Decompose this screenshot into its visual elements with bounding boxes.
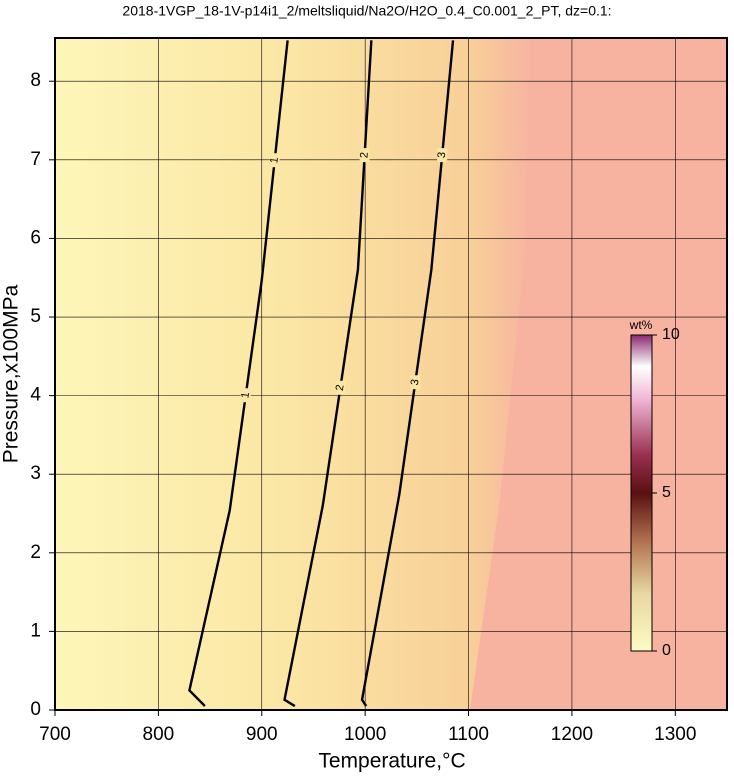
contour-label: 1 (239, 391, 252, 399)
y-tick-label: 1 (30, 620, 41, 641)
x-tick-label: 800 (143, 724, 175, 745)
colorbar-tick-label: 0 (662, 642, 671, 659)
x-tick-label: 700 (39, 724, 71, 745)
y-tick-label: 7 (30, 149, 41, 170)
y-tick-label: 6 (30, 227, 41, 248)
colorbar-tick-label: 10 (662, 326, 680, 343)
x-tick-label: 1300 (654, 724, 696, 745)
x-tick-label: 1000 (344, 724, 386, 745)
y-tick-label: 0 (30, 699, 41, 720)
x-tick-label: 900 (246, 724, 278, 745)
contour-label: 3 (409, 378, 422, 386)
x-tick-label: 1100 (448, 724, 489, 745)
colorbar-tick-label: 5 (662, 484, 671, 501)
x-axis-label: Temperature,°C (318, 750, 465, 773)
contour-line (283, 40, 373, 708)
contour-line (360, 40, 455, 707)
contour-label-bg (335, 380, 346, 395)
y-tick-label: 4 (30, 385, 41, 406)
y-tick-label: 8 (30, 70, 41, 91)
contour-label: 2 (334, 384, 347, 392)
contour-label-bg (269, 153, 280, 168)
contour-label: 1 (268, 157, 281, 164)
y-tick-label: 2 (30, 542, 41, 563)
colorbar (630, 334, 653, 652)
contour-label: 2 (358, 152, 370, 159)
plot-frame (54, 37, 728, 711)
contour-line (188, 40, 289, 707)
contour-label-bg (410, 375, 421, 390)
high-region (470, 38, 727, 710)
contour-label-bg (240, 388, 251, 403)
y-axis-label: Pressure,x100MPa (0, 284, 23, 463)
contour-label: 3 (436, 151, 449, 158)
y-tick-label: 3 (30, 463, 41, 484)
y-tick-label: 5 (30, 306, 41, 327)
x-tick-label: 1200 (551, 724, 593, 745)
colorbar-label: wt% (629, 318, 653, 332)
contour-label-bg (359, 148, 370, 163)
chart-title: 2018-1VGP_18-1V-p14i1_2/meltsliquid/Na2O… (122, 3, 611, 19)
contour-label-bg (437, 148, 448, 163)
